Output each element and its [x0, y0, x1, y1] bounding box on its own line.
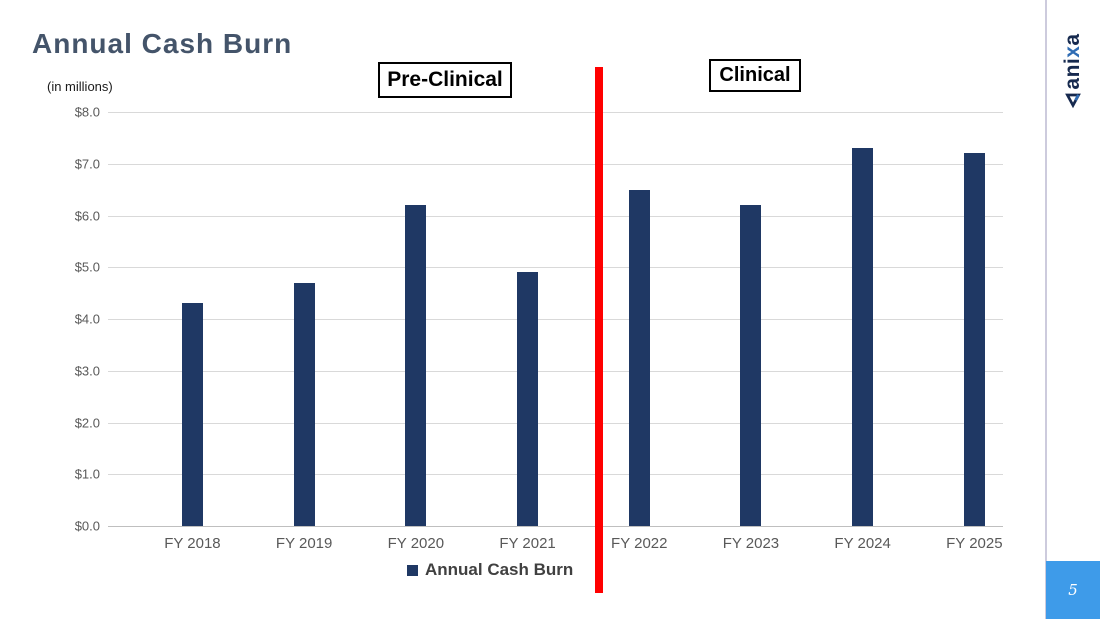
x-axis-label: FY 2025 [946, 535, 1003, 552]
x-axis-label: FY 2020 [387, 535, 445, 552]
gridline [108, 163, 1003, 165]
slide-title: Annual Cash Burn [32, 28, 293, 59]
chart-bar-fy-2025 [963, 153, 985, 526]
x-axis-label: FY 2024 [834, 535, 891, 552]
chart-bar-fy-2023 [740, 205, 762, 526]
x-axis-label: FY 2019 [275, 535, 333, 552]
x-axis-label: FY 2023 [722, 535, 780, 552]
legend-swatch [407, 564, 418, 576]
slide-number: 5 [1068, 581, 1078, 599]
y-tick-label: $2.0 [74, 415, 100, 430]
y-tick-label: $0.0 [74, 518, 100, 534]
gridline [108, 112, 1003, 113]
gridline [108, 474, 1003, 476]
phase-label-clinical: Clinical [709, 59, 801, 92]
anixa-logo-inner: anixa [1061, 33, 1085, 109]
gridline [108, 422, 1003, 424]
chart-legend: Annual Cash Burn [407, 560, 573, 580]
gridline [108, 215, 1003, 217]
chart-bar-fy-2022 [628, 189, 650, 526]
units-label: (in millions) [47, 79, 113, 94]
y-tick-label: $5.0 [74, 259, 100, 275]
x-axis-label: FY 2021 [499, 535, 556, 552]
y-tick-label: $1.0 [74, 466, 100, 482]
y-tick-label: $8.0 [74, 104, 100, 120]
gridline [108, 267, 1003, 269]
gridline [108, 319, 1003, 320]
chart-bar-fy-2019 [293, 282, 315, 526]
x-axis-line [108, 526, 1003, 527]
x-axis-label: FY 2018 [164, 535, 221, 552]
chart-bar-fy-2021 [517, 272, 539, 526]
gridline [108, 370, 1003, 372]
phase-divider-line [595, 67, 603, 593]
legend-label: Annual Cash Burn [425, 560, 574, 579]
chart-bar-fy-2018 [181, 303, 203, 526]
anixa-logo: anixa [1046, 16, 1100, 126]
x-axis-label: FY 2022 [611, 535, 668, 552]
anixa-triangle-icon [1065, 93, 1081, 109]
slide-number-badge: 5 [1046, 561, 1100, 619]
anixa-logo-text: anixa [1061, 33, 1084, 90]
chart-bar-fy-2024 [852, 148, 874, 526]
y-tick-label: $7.0 [74, 156, 100, 172]
y-tick-label: $4.0 [74, 311, 100, 327]
right-divider-line [1045, 0, 1047, 619]
y-tick-label: $3.0 [74, 363, 100, 379]
chart-bar-fy-2020 [405, 205, 427, 526]
y-tick-label: $6.0 [74, 208, 100, 223]
phase-label-preclinical: Pre-Clinical [378, 62, 512, 98]
